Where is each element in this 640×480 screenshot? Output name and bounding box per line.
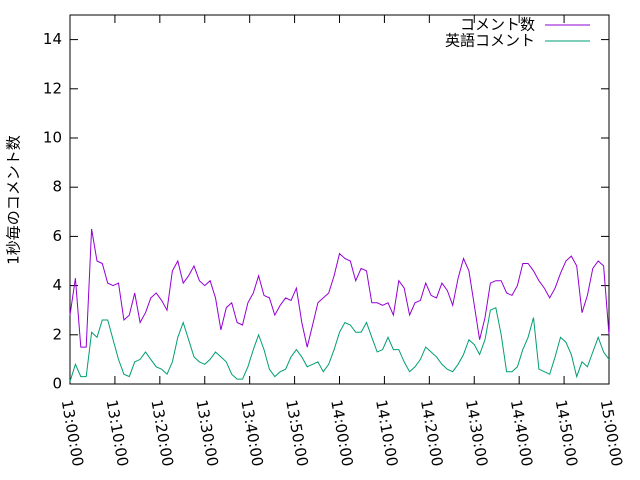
x-tick-label: 13:50:00 — [282, 398, 311, 467]
series-line — [69, 228, 610, 348]
y-tick-label: 12 — [43, 79, 62, 97]
series-line — [69, 306, 610, 382]
x-tick-label: 14:50:00 — [552, 398, 581, 467]
x-tick-label: 14:20:00 — [417, 398, 446, 467]
x-tick-label: 14:30:00 — [462, 398, 491, 467]
x-tick-label: 14:40:00 — [507, 398, 536, 467]
x-tick-label: 15:00:00 — [597, 398, 626, 467]
y-tick-label: 14 — [43, 30, 62, 48]
x-tick-label: 13:20:00 — [147, 398, 176, 467]
x-tick-label: 13:00:00 — [58, 398, 87, 467]
y-tick-label: 6 — [52, 227, 62, 245]
legend-label: コメント数 — [460, 16, 535, 34]
x-tick-label: 14:00:00 — [327, 398, 356, 467]
x-tick-label: 13:10:00 — [103, 398, 132, 467]
plot-frame — [69, 14, 610, 385]
x-tick-label: 13:40:00 — [237, 398, 266, 467]
y-tick-label: 8 — [52, 178, 62, 196]
y-axis-label: 1秒毎のコメント数 — [5, 135, 23, 265]
legend-label: 英語コメント — [445, 32, 535, 50]
y-tick-label: 2 — [52, 325, 62, 343]
y-tick-label: 4 — [52, 276, 62, 294]
y-tick-label: 0 — [52, 375, 62, 393]
y-tick-label: 10 — [43, 129, 62, 147]
x-tick-label: 13:30:00 — [192, 398, 221, 467]
x-tick-label: 14:10:00 — [372, 398, 401, 467]
